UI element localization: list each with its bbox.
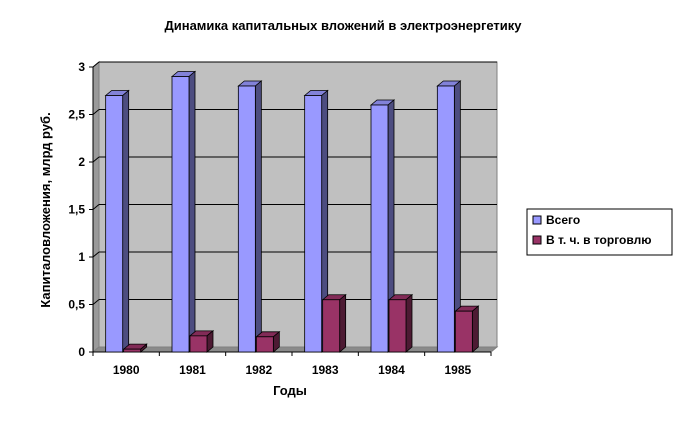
bar-total-1980 <box>104 89 130 353</box>
x-tick-label: 1984 <box>378 363 405 377</box>
plot-area: 0 0,5 1 1,5 2 2,5 3 1980 1981 1982 1983 1984 1985 <box>68 60 499 377</box>
y-tick-label: 2 <box>78 155 85 169</box>
legend-box <box>526 208 673 256</box>
x-tick-label: 1980 <box>113 363 140 377</box>
y-tick-label: 3 <box>78 60 85 74</box>
bar-front <box>255 336 274 353</box>
bar-side <box>405 293 413 353</box>
bar-trade-1984 <box>387 293 414 353</box>
legend: Всего В т. ч. в торговлю <box>526 208 673 256</box>
bar-front <box>189 335 208 353</box>
bar-side <box>471 305 479 353</box>
bar-trade-1983 <box>321 293 347 353</box>
gridline-side <box>92 251 100 258</box>
bar-trade-1985 <box>454 305 480 353</box>
legend-label-total: Всего <box>546 213 580 227</box>
y-tick-label: 2,5 <box>68 108 85 122</box>
bar-front <box>388 299 407 353</box>
bar-side <box>188 70 196 353</box>
chart-title: Динамика капитальных вложений в электроэ… <box>164 18 522 33</box>
y-axis-label: Капиталовложения, млрд руб. <box>38 112 53 307</box>
bar-front <box>171 76 190 353</box>
gridline-side <box>92 299 100 305</box>
bar-front <box>105 95 124 353</box>
bar-front <box>322 299 341 353</box>
bar-total-1981 <box>170 70 197 353</box>
gridline-side <box>92 61 100 68</box>
bar-front <box>454 310 473 353</box>
bar-total-1982 <box>237 80 263 353</box>
legend-swatch-total <box>532 215 542 225</box>
plot-floor <box>91 346 499 353</box>
y-tick-label: 1,5 <box>68 203 85 217</box>
gridline-side <box>92 204 100 210</box>
y-tick-label: 0 <box>78 345 85 359</box>
legend-swatch-trade <box>532 235 542 245</box>
bar-side <box>122 89 130 353</box>
bar-trade-1981 <box>188 329 215 353</box>
bar-side <box>254 80 262 353</box>
bar-front <box>436 85 455 353</box>
bar-front <box>123 348 142 353</box>
x-tick-label: 1982 <box>245 363 272 377</box>
x-tick-label: 1981 <box>179 363 206 377</box>
bar-front <box>304 95 323 353</box>
x-tick-label: 1983 <box>312 363 339 377</box>
bar-trade-1982 <box>255 330 281 353</box>
y-tick-label: 0,5 <box>68 298 85 312</box>
gridline-side <box>92 156 100 163</box>
legend-label-trade: В т. ч. в торговлю <box>546 233 651 247</box>
gridline-side <box>92 109 100 115</box>
bar-total-1984 <box>369 99 396 353</box>
bar-front <box>237 85 256 353</box>
bar-front <box>370 104 389 353</box>
bar-side <box>339 293 347 353</box>
x-tick-label: 1985 <box>444 363 471 377</box>
bar-trade-1980 <box>122 343 148 353</box>
x-axis-label: Годы <box>273 383 307 398</box>
y-tick-label: 1 <box>78 250 85 264</box>
